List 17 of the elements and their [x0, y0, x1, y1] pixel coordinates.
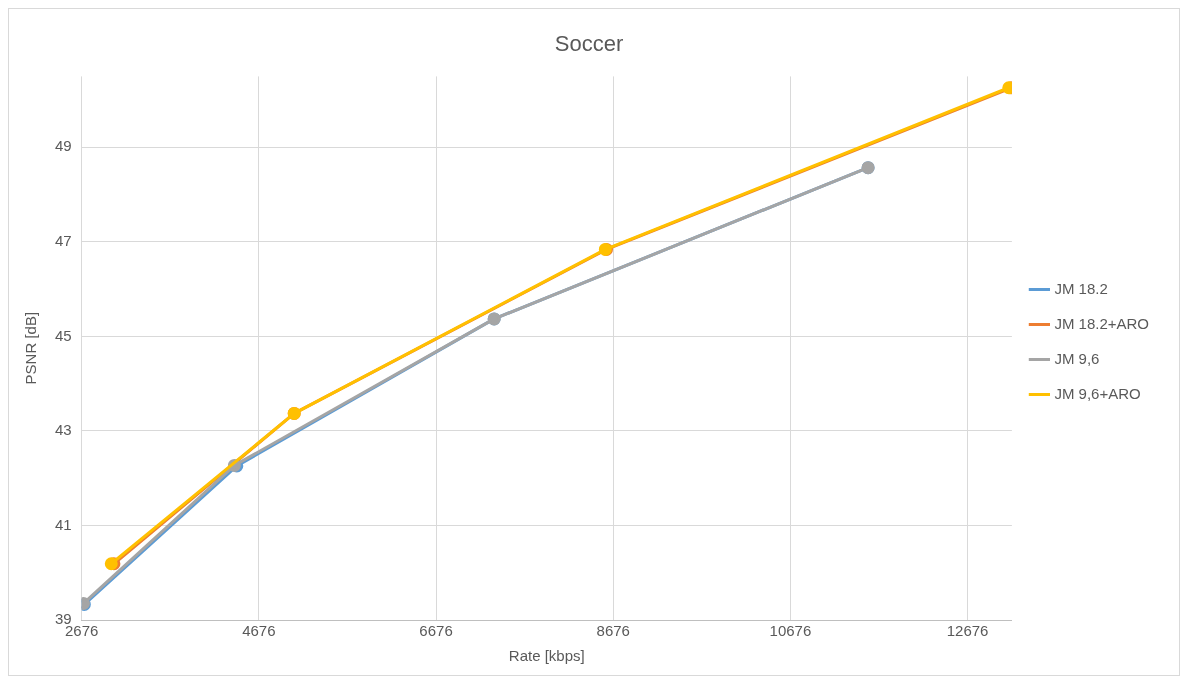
y-axis-title: PSNR [dB] — [22, 311, 40, 385]
y-tick-label: 47 — [55, 231, 72, 249]
x-tick-label: 4676 — [242, 622, 276, 640]
legend-label: JM 18.2+ARO — [1054, 314, 1149, 332]
legend-label: JM 9,6 — [1054, 349, 1100, 367]
x-axis-title: Rate [kbps] — [508, 647, 585, 665]
y-tick-label: 49 — [55, 137, 72, 155]
x-tick-label: 12676 — [946, 622, 989, 640]
x-tick-label: 6676 — [419, 622, 453, 640]
legend-label: JM 9,6+ARO — [1054, 384, 1141, 402]
x-tick-label: 8676 — [596, 622, 630, 640]
y-tick-label: 41 — [55, 515, 72, 533]
legend-label: JM 18.2 — [1054, 279, 1108, 297]
x-tick-label: 10676 — [769, 622, 812, 640]
y-tick-label: 43 — [55, 421, 72, 439]
chart-title: Soccer — [554, 31, 624, 57]
y-tick-label: 45 — [55, 326, 72, 344]
